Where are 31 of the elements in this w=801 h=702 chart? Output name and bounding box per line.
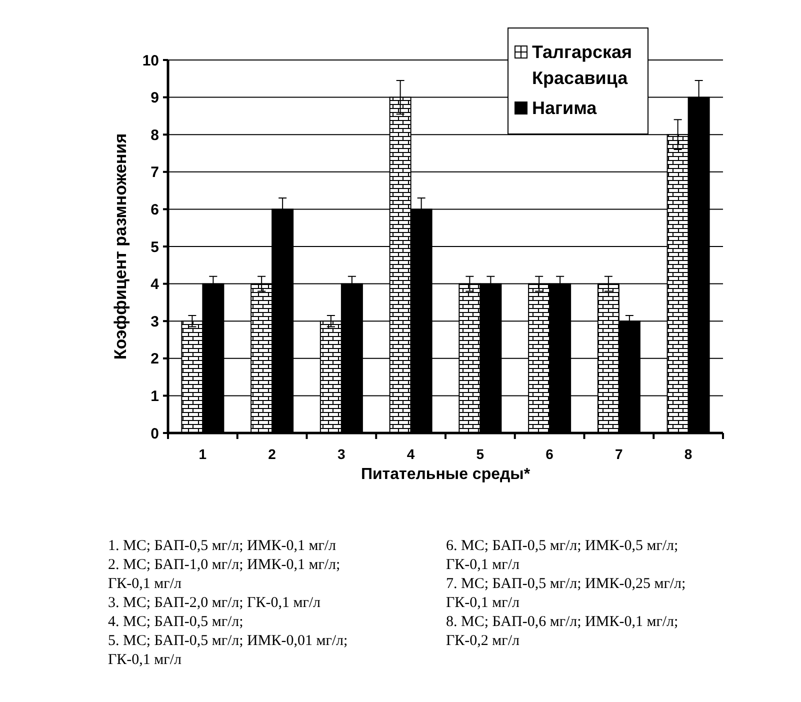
y-tick-label: 8 xyxy=(150,126,159,144)
text: 2. МС; БАП-1,0 мг/л; ИМК-0,1 мг/л; ГК-0,1 мг/л xyxy=(108,557,340,592)
text: 6. МС; БАП-0,5 мг/л; ИМК-0,5 мг/л; ГК-0,1 мг/л xyxy=(446,538,678,573)
y-tick-label: 2 xyxy=(150,350,159,368)
text: 8. МС; БАП-0,6 мг/л; ИМК-0,1 мг/л; ГК-0,2 мг/л xyxy=(446,614,678,649)
x-tick-label: 8 xyxy=(684,446,692,462)
y-tick-label: 9 xyxy=(150,90,159,107)
text: 1. МС; БАП-0,5 мг/л; ИМК-0,1 мг/л xyxy=(108,538,337,554)
y-tick-label: 7 xyxy=(150,164,159,182)
y-tick-label: 10 xyxy=(142,52,159,70)
x-tick-label: 6 xyxy=(546,446,554,462)
x-tick-label: 4 xyxy=(406,446,415,462)
legend-label: Талгарская Красавица xyxy=(532,42,632,88)
y-tick-label: 1 xyxy=(150,388,159,405)
y-tick-label: 3 xyxy=(150,313,159,330)
text: 3. МС; БАП-2,0 мг/л; ГК-0,1 мг/л xyxy=(108,595,322,611)
y-tick-label: 6 xyxy=(150,201,159,218)
legend-label: Нагима xyxy=(532,98,598,118)
x-axis-title: Питательные среды* xyxy=(360,466,531,483)
y-tick-label: 4 xyxy=(150,276,160,294)
y-tick-label: 0 xyxy=(150,425,159,442)
y-axis-title: Коэффицент размножения xyxy=(111,133,130,360)
text: 7. МС; БАП-0,5 мг/л; ИМК-0,25 мг/л; ГК-0,1 мг/л xyxy=(446,576,686,611)
text: 5. МС; БАП-0,5 мг/л; ИМК-0,01 мг/л; ГК-0,1 мг/л xyxy=(108,633,348,668)
x-tick-label: 5 xyxy=(476,446,484,462)
x-tick-label: 3 xyxy=(338,446,346,462)
x-tick-label: 1 xyxy=(198,446,207,462)
x-tick-label: 7 xyxy=(615,446,624,462)
y-tick-label: 5 xyxy=(150,238,159,256)
x-tick-label: 2 xyxy=(268,446,276,462)
text: 4. МС; БАП-0,5 мг/л; xyxy=(108,614,244,630)
